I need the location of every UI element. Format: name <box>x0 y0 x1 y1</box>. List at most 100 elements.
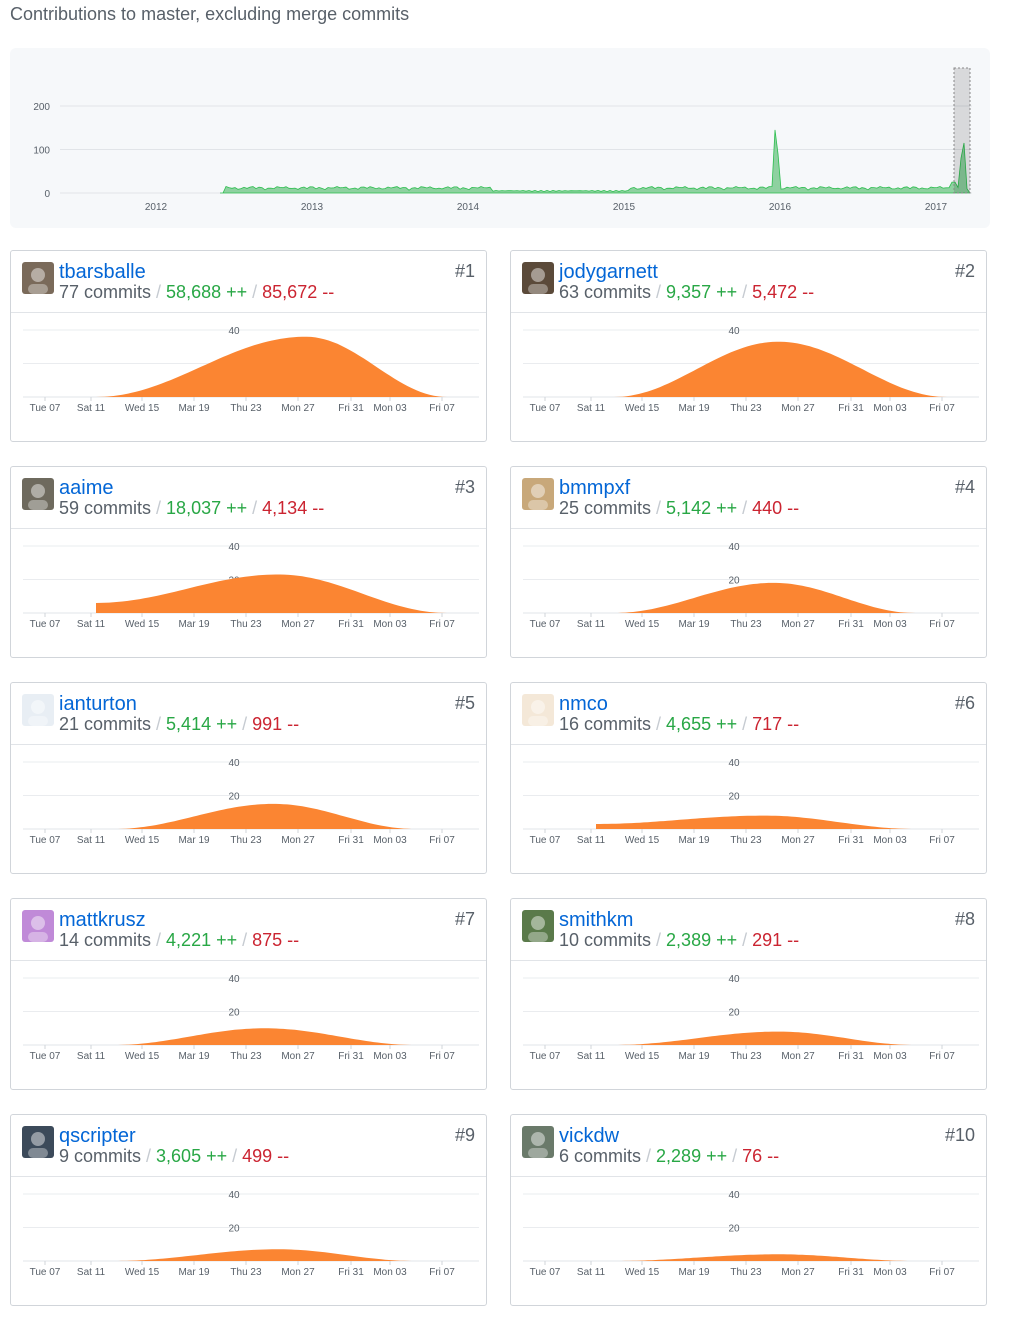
chart-x-tick: Tue 07 <box>30 835 61 846</box>
commit-count[interactable]: 21 commits <box>59 714 152 734</box>
avatar[interactable] <box>522 694 554 726</box>
commit-count[interactable]: 14 commits <box>59 930 152 950</box>
chart-x-tick: Sat 11 <box>577 1267 606 1278</box>
overview-x-tick: 2014 <box>457 202 480 213</box>
chart-x-tick: Mar 19 <box>178 835 210 846</box>
additions-count: 4,655 ++ <box>666 714 738 734</box>
avatar-image <box>22 1126 54 1158</box>
chart-x-tick: Mon 03 <box>373 619 407 630</box>
contributor-username[interactable]: tbarsballe <box>59 261 146 283</box>
avatar-image <box>522 910 554 942</box>
commit-count[interactable]: 6 commits <box>559 1146 642 1166</box>
chart-x-tick: Wed 15 <box>125 835 160 846</box>
contributor-username[interactable]: qscripter <box>59 1125 136 1147</box>
commit-count[interactable]: 63 commits <box>559 282 652 302</box>
avatar[interactable] <box>22 262 54 294</box>
additions-count: 18,037 ++ <box>166 498 248 518</box>
avatar[interactable] <box>522 1126 554 1158</box>
selection-brush[interactable] <box>953 67 971 194</box>
contributor-stats: 59 commits / 18,037 ++ / 4,134 -- <box>59 497 324 519</box>
deletions-count: 440 -- <box>752 498 800 518</box>
contributor-username[interactable]: bmmpxf <box>559 477 631 499</box>
stats-separator: / <box>237 930 253 950</box>
chart-x-tick: Thu 23 <box>230 619 262 630</box>
chart-x-tick: Fri 07 <box>929 1267 955 1278</box>
additions-count: 3,605 ++ <box>156 1146 228 1166</box>
contributor-card-header: mattkrusz 14 commits / 4,221 ++ / 875 -- #… <box>11 899 486 961</box>
contributor-area <box>96 336 448 397</box>
additions-count: 2,389 ++ <box>666 930 738 950</box>
contributor-chart: 40 Tue 07 Sat 11 Wed 15 Mar 19 Thu 23 Mon 27 Fr… <box>11 313 486 441</box>
contributor-card-header: jodygarnett 63 commits / 9,357 ++ / 5,472… <box>511 251 986 313</box>
chart-x-tick: Tue 07 <box>30 1267 61 1278</box>
contributor-rank: #8 <box>954 909 975 929</box>
contributor-card-header: nmco 16 commits / 4,655 ++ / 717 -- #6 <box>511 683 986 745</box>
overview-area <box>220 129 971 194</box>
commit-count[interactable]: 25 commits <box>559 498 652 518</box>
contributor-username[interactable]: aaime <box>59 477 114 499</box>
contributor-rank: #1 <box>454 261 475 281</box>
chart-x-tick: Thu 23 <box>730 835 762 846</box>
contributor-username[interactable]: nmco <box>559 693 608 715</box>
contributor-username[interactable]: jodygarnett <box>559 261 658 283</box>
overview-chart[interactable]: 200 100 0 2012 2013 2014 2015 2016 2017 <box>10 48 990 228</box>
chart-x-tick: Fri 31 <box>838 1267 864 1278</box>
commit-count[interactable]: 59 commits <box>59 498 152 518</box>
commit-count[interactable]: 16 commits <box>559 714 652 734</box>
deletions-count: 4,134 -- <box>262 498 325 518</box>
commit-count[interactable]: 77 commits <box>59 282 152 302</box>
overview-y-tick: 0 <box>44 189 50 200</box>
avatar[interactable] <box>22 694 54 726</box>
contributor-area <box>114 803 416 829</box>
avatar[interactable] <box>522 910 554 942</box>
additions-count: 9,357 ++ <box>666 282 738 302</box>
avatar[interactable] <box>522 262 554 294</box>
chart-x-tick: Thu 23 <box>230 1267 262 1278</box>
contributor-username[interactable]: vickdw <box>559 1125 620 1147</box>
chart-x-tick: Mar 19 <box>178 1051 210 1062</box>
contributor-card: mattkrusz 14 commits / 4,221 ++ / 875 -- #… <box>10 898 487 1090</box>
contributor-stats: 16 commits / 4,655 ++ / 717 -- <box>559 713 799 735</box>
contributor-username[interactable]: ianturton <box>59 693 137 715</box>
avatar[interactable] <box>22 1126 54 1158</box>
chart-y-tick: 40 <box>728 974 740 985</box>
avatar-image <box>522 262 554 294</box>
chart-x-tick: Mon 03 <box>873 835 907 846</box>
avatar[interactable] <box>522 478 554 510</box>
chart-y-tick: 40 <box>728 326 740 337</box>
contributor-card: aaime 59 commits / 18,037 ++ / 4,134 -- #3… <box>10 466 487 658</box>
chart-y-tick: 40 <box>728 542 740 553</box>
chart-x-tick: Thu 23 <box>230 403 262 414</box>
commit-count[interactable]: 10 commits <box>559 930 652 950</box>
chart-x-tick: Fri 07 <box>929 619 955 630</box>
chart-x-tick: Thu 23 <box>230 835 262 846</box>
chart-x-tick: Fri 07 <box>929 403 955 414</box>
chart-x-tick: Mar 19 <box>678 619 710 630</box>
chart-x-tick: Sat 11 <box>577 403 606 414</box>
chart-x-tick: Mon 03 <box>373 1051 407 1062</box>
additions-count: 5,414 ++ <box>166 714 238 734</box>
chart-x-tick: Mon 27 <box>281 1051 315 1062</box>
contributor-username[interactable]: smithkm <box>559 909 634 931</box>
chart-y-tick: 20 <box>228 1224 240 1235</box>
chart-x-tick: Fri 07 <box>429 1051 455 1062</box>
commit-count[interactable]: 9 commits <box>59 1146 142 1166</box>
contributor-username[interactable]: mattkrusz <box>59 909 146 931</box>
contributor-chart: 40 Tue 07 Sat 11 Wed 15 Mar 19 Thu 23 Mon 27 Fr… <box>511 313 986 441</box>
avatar[interactable] <box>22 910 54 942</box>
chart-x-tick: Mon 03 <box>373 403 407 414</box>
chart-x-tick: Mon 27 <box>281 403 315 414</box>
overview-x-tick: 2013 <box>301 202 324 213</box>
contributor-rank: #9 <box>454 1125 475 1145</box>
contributor-area <box>114 1249 416 1261</box>
contributor-area <box>96 574 448 613</box>
deletions-count: 85,672 -- <box>262 282 335 302</box>
avatar[interactable] <box>22 478 54 510</box>
contributor-area <box>596 815 916 829</box>
